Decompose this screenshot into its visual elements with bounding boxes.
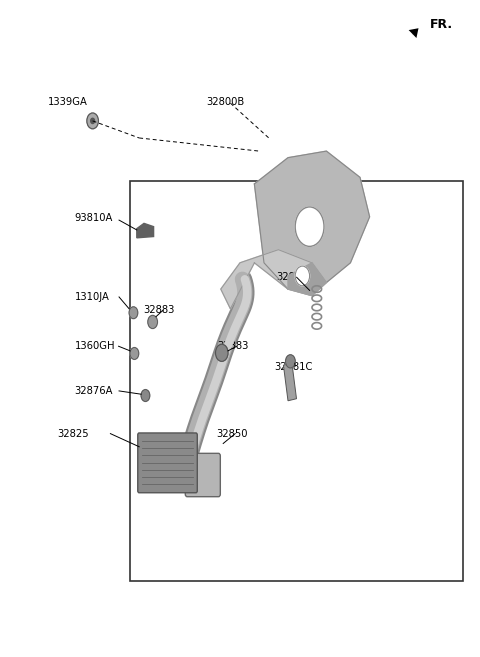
Circle shape <box>130 348 139 359</box>
Text: 1310JA: 1310JA <box>74 292 109 302</box>
Bar <box>130 181 463 581</box>
Circle shape <box>141 390 150 401</box>
Text: 32883: 32883 <box>217 341 248 351</box>
Bar <box>283 363 297 401</box>
Polygon shape <box>221 250 326 309</box>
Polygon shape <box>288 263 326 296</box>
Circle shape <box>91 118 95 124</box>
Circle shape <box>295 266 310 286</box>
FancyArrowPatch shape <box>408 28 419 38</box>
Circle shape <box>286 355 295 368</box>
Text: 32883: 32883 <box>143 305 174 315</box>
Polygon shape <box>137 223 154 238</box>
Text: 1339GA: 1339GA <box>48 97 88 107</box>
Text: 32881C: 32881C <box>275 361 313 372</box>
Text: 32800B: 32800B <box>206 97 245 107</box>
Text: FR.: FR. <box>430 18 453 31</box>
Text: 32886A: 32886A <box>276 272 314 283</box>
Text: 1360GH: 1360GH <box>74 341 115 351</box>
Polygon shape <box>254 151 370 289</box>
Text: 32850: 32850 <box>216 428 248 439</box>
Circle shape <box>148 315 157 328</box>
Circle shape <box>295 207 324 246</box>
Circle shape <box>87 113 98 129</box>
FancyBboxPatch shape <box>138 433 197 493</box>
Circle shape <box>129 307 138 319</box>
Circle shape <box>216 344 228 361</box>
FancyBboxPatch shape <box>185 453 220 497</box>
Text: 32825: 32825 <box>58 428 89 439</box>
Text: 93810A: 93810A <box>74 213 113 223</box>
Text: 32876A: 32876A <box>74 386 113 396</box>
